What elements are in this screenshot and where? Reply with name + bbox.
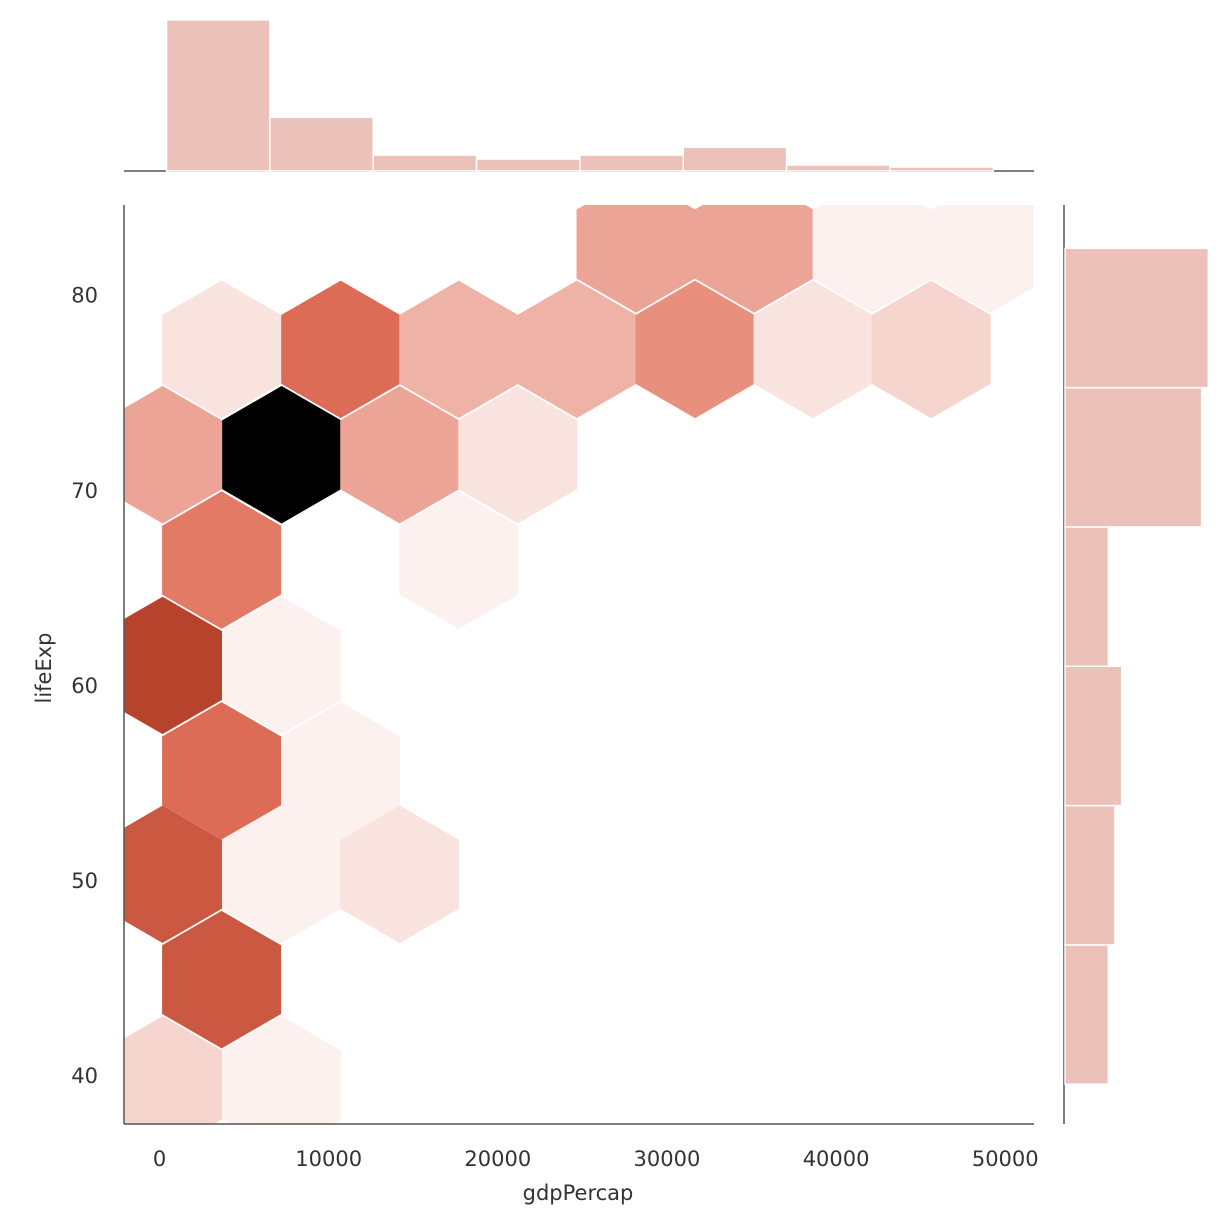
hexbin-cell xyxy=(399,491,519,629)
hexbin-cell xyxy=(281,280,401,419)
hexbin-cell xyxy=(124,1016,223,1124)
marginal-y-bar xyxy=(1064,665,1123,807)
marginal-x-bar xyxy=(579,154,685,172)
y-tick-label: 70 xyxy=(71,479,98,503)
x-tick-label: 20000 xyxy=(464,1147,531,1171)
marginal-y-bar xyxy=(1064,944,1110,1085)
x-tick-label: 30000 xyxy=(634,1147,701,1171)
hexbin-cell xyxy=(222,596,342,735)
x-tick-label: 50000 xyxy=(972,1147,1039,1171)
hexbin-cell xyxy=(576,205,696,313)
hexbin-cell xyxy=(162,280,282,419)
marginal-x-bar xyxy=(475,158,581,172)
marginal-y-bar xyxy=(1064,386,1203,528)
hex-layer xyxy=(124,205,1034,1124)
hexbin-cell xyxy=(753,280,873,419)
marginal-y-bar xyxy=(1064,804,1116,946)
hexbin-cell xyxy=(871,280,991,419)
marginal-x-bar xyxy=(889,166,995,172)
hexbin-cell xyxy=(124,596,223,735)
hexbin-cell xyxy=(124,386,223,524)
y-tick-label: 40 xyxy=(71,1064,98,1088)
hexbin-cell xyxy=(162,702,282,840)
hexbin-cell xyxy=(399,280,519,419)
y-axis-label: lifeExp xyxy=(32,632,56,703)
y-tick-label: 50 xyxy=(71,869,98,893)
hexbin-cell xyxy=(222,1016,342,1124)
hexbin-cell xyxy=(162,491,282,629)
x-axis-label: gdpPercap xyxy=(523,1181,634,1205)
marginal-x-bar xyxy=(682,146,788,172)
hexbin-cell xyxy=(517,280,637,419)
hexbin-cell xyxy=(930,205,1034,313)
hexbin-cell xyxy=(222,805,342,943)
y-tick-label: 80 xyxy=(71,284,98,308)
hexbin-cell xyxy=(222,386,342,524)
hexbin-cell xyxy=(281,702,401,840)
hexbin-cell xyxy=(340,805,460,943)
marginal-x-bar xyxy=(785,164,891,172)
hexbin-cell xyxy=(812,205,932,313)
hexbin-cell xyxy=(162,910,282,1049)
x-tick-label: 10000 xyxy=(295,1147,362,1171)
x-tick-label: 0 xyxy=(153,1147,166,1171)
hexbin-cell xyxy=(124,805,223,943)
hexbin-cell xyxy=(340,386,460,524)
marginal-y-bar xyxy=(1064,247,1210,389)
hexbin-cell xyxy=(635,280,755,419)
marginal-x-bar xyxy=(165,19,271,172)
marginal-x-bar xyxy=(372,154,478,172)
hexbin-cell xyxy=(458,386,578,524)
y-tick-label: 60 xyxy=(71,674,98,698)
x-tick-label: 40000 xyxy=(803,1147,870,1171)
hexbin-cell xyxy=(694,205,814,313)
marginal-x-bar xyxy=(269,116,374,172)
marginal-y-bar xyxy=(1064,526,1110,668)
